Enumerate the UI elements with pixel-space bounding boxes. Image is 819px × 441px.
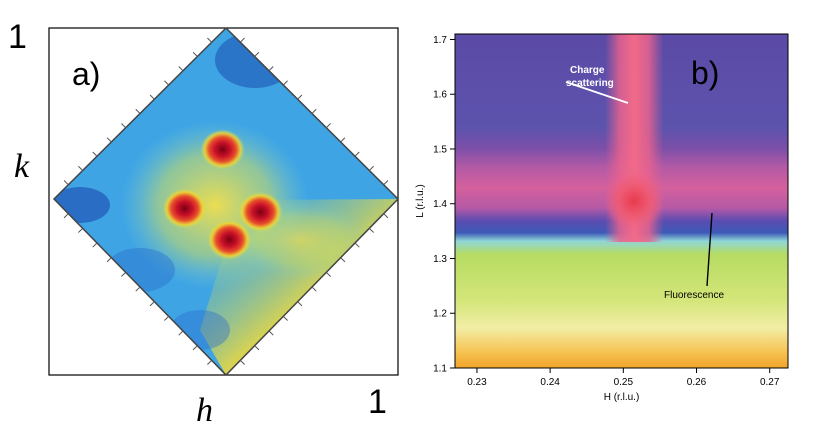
panel-a-tick [368,165,374,171]
k-axis-label: k [14,148,30,185]
panel-a-tick [178,330,184,336]
panel-a-tick [354,151,360,157]
annotation-fluorescence-pointer [706,212,713,287]
panel-a-tick [63,180,69,186]
annotation-fluorescence: Fluorescence [664,290,724,301]
panel-b-frame [454,33,789,369]
panel-a-tick [207,359,213,365]
y-tick-label: 1.5 [433,144,447,155]
panel-a-tick [254,345,260,351]
panel-b-label: b) [691,55,719,91]
panel-a-tick [239,37,245,43]
panel-a-tick [192,51,198,57]
panel-a-peak-1 [200,129,245,170]
panel-a-tick [325,271,331,277]
panel-a-blobs [162,129,283,260]
x-tick-label: 0.23 [467,377,487,388]
panel-a-peak-4 [207,219,252,260]
panel-a-tick [164,315,170,321]
y-axis-title: L (r.l.u.) [415,184,426,218]
y-tick-label: 1.4 [433,199,447,210]
panel-b-heatmap-svg: 0.23 0.24 0.25 0.26 0.27 1.1 1.2 1.3 1.4 1.5 1.6 1.… [415,33,789,403]
panel-a-tick [239,359,245,365]
panel-a-tick [121,271,127,277]
y-tick-label: 1.3 [433,254,447,265]
h-axis-label: h [196,392,213,429]
panel-a-tick [282,80,288,86]
panel-a-tick [121,123,127,129]
panel-a-label: a) [72,56,101,92]
panel-b: 0.23 0.24 0.25 0.26 0.27 1.1 1.2 1.3 1.4 1.5 1.6 1.… [410,0,819,436]
panel-a-tick [340,257,346,263]
corner-label-top-left: 1 [8,18,27,56]
panel-a-tick [149,301,155,307]
x-tick-label: 0.26 [687,377,707,388]
panel-a-tick [383,180,389,186]
panel-a-tick [164,80,170,86]
panel-a-peak-2 [162,188,207,229]
panel-a-tick [354,242,360,248]
panel-a-heatmap-svg [48,26,400,377]
panel-a-tick [92,151,98,157]
panel-a-tick [311,108,317,114]
panel-a-tick [135,108,141,114]
panel-a-tick [149,94,155,100]
panel-a-tick [207,37,213,43]
panel-a-tick [383,213,389,219]
panel-a-tick [282,315,288,321]
panel-a-tick [92,242,98,248]
panel-a-tick [135,286,141,292]
y-tick-label: 1.7 [433,35,447,46]
panel-a: 1 1 a) k h [0,0,410,436]
annotation-charge-line2: scattering [566,78,614,89]
panel-a-ticks [63,37,389,365]
panel-a-tick [311,286,317,292]
panel-a-peak-3 [238,191,283,232]
charge-scattering-peak [604,171,665,231]
panel-a-tick [340,137,346,143]
panel-a-tick [178,66,184,72]
panel-a-tick [368,227,374,233]
panel-b-plot-area [455,34,788,368]
x-tick-label: 0.25 [614,377,634,388]
corner-label-bottom-right: 1 [368,383,387,421]
y-tick-label: 1.6 [433,90,447,101]
panel-a-tick [297,301,303,307]
panel-a-tick [63,213,69,219]
panel-b-axes: 0.23 0.24 0.25 0.26 0.27 1.1 1.2 1.3 1.4 1.5 1.6 1.… [415,33,789,403]
y-tick-label: 1.1 [433,364,447,375]
panel-a-tick [78,227,84,233]
x-axis-title: H (r.l.u.) [604,392,640,403]
annotation-charge-pointer [565,81,629,104]
panel-a-tick [268,330,274,336]
panel-a-tick [78,165,84,171]
y-tick-label: 1.2 [433,309,447,320]
x-tick-label: 0.27 [760,377,780,388]
panel-a-tick [106,137,112,143]
panel-a-tick [254,51,260,57]
annotation-charge-line1: Charge [570,65,605,76]
panel-a-tick [268,66,274,72]
x-tick-label: 0.24 [540,377,560,388]
panel-a-tick [297,94,303,100]
panel-a-tick [106,257,112,263]
panel-a-tick [325,123,331,129]
panel-a-tick [192,345,198,351]
